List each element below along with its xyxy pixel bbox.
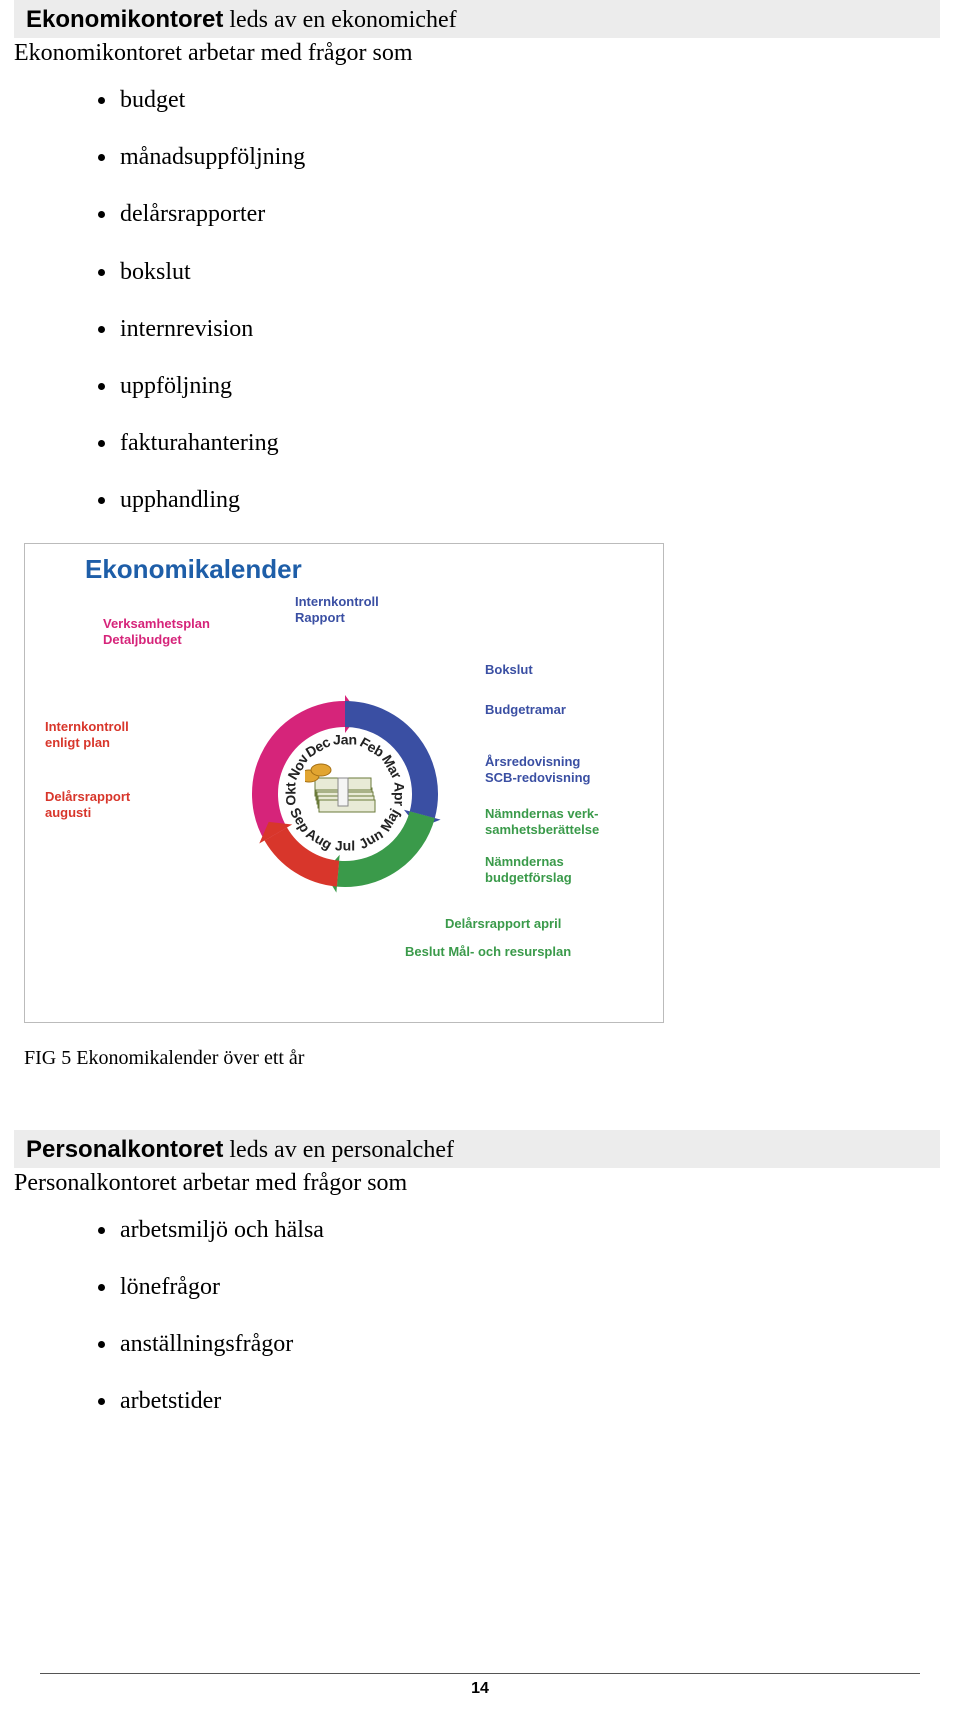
svg-text:Jul: Jul [335, 837, 355, 853]
svg-text:Okt: Okt [283, 781, 299, 805]
diagram-label: Nämndernasbudgetförslag [485, 854, 572, 887]
section1-intro: Ekonomikontoret arbetar med frågor som [14, 40, 940, 67]
section1-heading-band: Ekonomikontoret leds av en ekonomichef [14, 0, 940, 38]
list-item: upphandling [0, 485, 960, 516]
list-item: arbetstider [0, 1386, 960, 1417]
list-item: fakturahantering [0, 428, 960, 459]
diagram-label: Bokslut [485, 662, 533, 678]
list-item: lönefrågor [0, 1272, 960, 1303]
section2-title-rest: leds av en personalchef [223, 1137, 454, 1163]
svg-text:Jan: Jan [333, 731, 357, 747]
money-icon [305, 756, 385, 826]
section2-title-bold: Personalkontoret [26, 1136, 223, 1163]
section1-title-rest: leds av en ekonomichef [223, 7, 456, 33]
list-item: anställningsfrågor [0, 1329, 960, 1360]
diagram-label: Budgetramar [485, 702, 566, 718]
diagram-label: Delårsrapport april [445, 916, 561, 932]
section2-bullet-list: arbetsmiljö och hälsa lönefrågor anställni… [0, 1215, 960, 1418]
figure-caption: FIG 5 Ekonomikalender över ett år [24, 1047, 960, 1070]
diagram-title: Ekonomikalender [85, 554, 302, 585]
diagram-label: VerksamhetsplanDetaljbudget [103, 616, 210, 649]
list-item: månadsuppföljning [0, 142, 960, 173]
list-item: delårsrapporter [0, 199, 960, 230]
page-number: 14 [0, 1673, 960, 1698]
diagram-label: Nämndernas verk-samhetsberättelse [485, 806, 599, 839]
diagram-label: ÅrsredovisningSCB-redovisning [485, 754, 590, 787]
section1-title-bold: Ekonomikontoret [26, 6, 223, 33]
diagram-label: Delårsrapportaugusti [45, 789, 130, 822]
diagram-label: InternkontrollRapport [295, 594, 379, 627]
ekonomikalender-diagram: Ekonomikalender JanFebMarAprMajJunJulAug… [24, 543, 664, 1023]
list-item: internrevision [0, 314, 960, 345]
diagram-label: Beslut Mål- och resursplan [405, 944, 571, 960]
list-item: uppföljning [0, 371, 960, 402]
section2-wrapper: Personalkontoret leds av en personalchef… [0, 1130, 960, 1418]
list-item: bokslut [0, 257, 960, 288]
list-item: budget [0, 85, 960, 116]
svg-text:Apr: Apr [391, 781, 407, 806]
svg-text:Jun: Jun [356, 825, 386, 851]
section2-intro: Personalkontoret arbetar med frågor som [14, 1170, 940, 1197]
section2-heading-band: Personalkontoret leds av en personalchef [14, 1130, 940, 1168]
diagram-label: Internkontrollenligt plan [45, 719, 129, 752]
list-item: arbetsmiljö och hälsa [0, 1215, 960, 1246]
section1-bullet-list: budget månadsuppföljning delårsrapporter bo… [0, 85, 960, 517]
